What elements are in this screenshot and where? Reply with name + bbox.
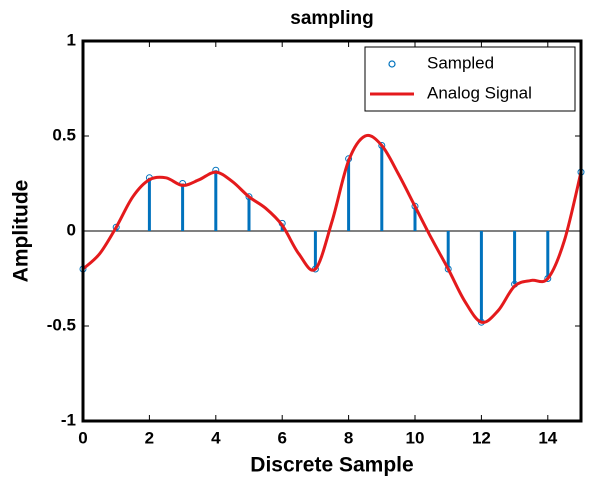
stem-marker [544, 275, 552, 282]
stem-marker [245, 193, 253, 201]
legend-marker [388, 60, 396, 68]
legend-label: Analog Signal [427, 83, 532, 102]
x-tick-label: 6 [277, 428, 286, 447]
y-tick-label: 0 [67, 220, 76, 239]
chart-title: sampling [290, 8, 373, 29]
x-tick-label: 10 [406, 428, 425, 447]
stem-marker [378, 142, 386, 149]
x-axis-label: Discrete Sample [250, 454, 413, 477]
legend-box [364, 46, 576, 112]
x-tick-label: 4 [211, 428, 221, 447]
signal-line [81, 133, 583, 324]
x-tick-label: 12 [472, 428, 491, 447]
y-tick-label: -1 [61, 410, 76, 429]
y-tick-label: 0.5 [52, 125, 76, 144]
plot-frame [81, 39, 583, 423]
x-tick-label: 2 [145, 428, 154, 447]
y-tick-label: 1 [67, 30, 76, 49]
y-axis-label: Amplitude [10, 180, 33, 283]
x-tick-label: 0 [78, 428, 87, 447]
legend-label: Sampled [427, 53, 494, 72]
x-tick-label: 8 [344, 428, 353, 447]
y-tick-label: -0.5 [47, 315, 76, 334]
x-tick-label: 14 [538, 428, 557, 447]
